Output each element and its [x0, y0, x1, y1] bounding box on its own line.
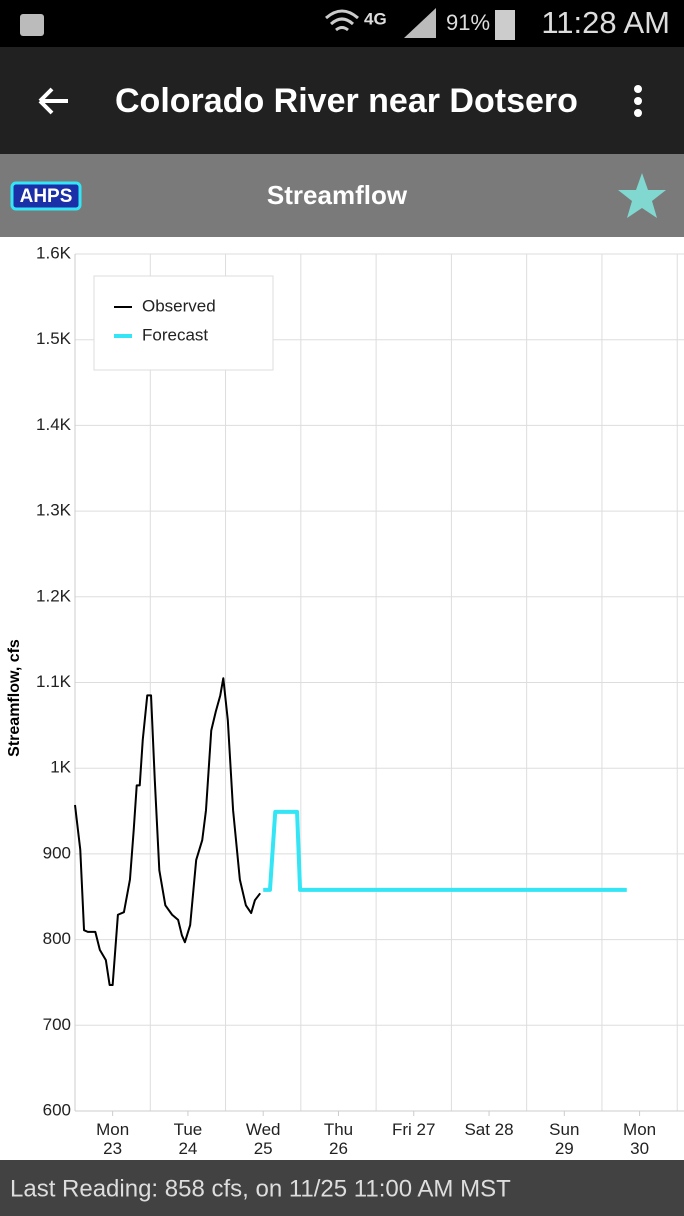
- y-tick-label: 1.4K: [36, 415, 72, 434]
- notification-icon: [20, 14, 44, 36]
- x-tick-label: Fri 27: [392, 1120, 436, 1139]
- y-tick-label: 700: [43, 1015, 71, 1034]
- y-tick-label: 900: [43, 843, 71, 862]
- legend-box: [93, 275, 274, 371]
- y-tick-label: 600: [43, 1100, 71, 1119]
- battery-level: 91%: [446, 10, 490, 35]
- x-tick-label: Wed 25: [245, 1120, 281, 1158]
- series-line: [263, 809, 627, 892]
- y-axis-label: Streamflow, cfs: [6, 639, 23, 757]
- y-tick-label: 1.1K: [36, 672, 72, 691]
- x-tick-label: Sun 29: [549, 1120, 580, 1158]
- app-title: Colorado River near Dotsero: [115, 82, 578, 120]
- signal-icon: [404, 8, 436, 38]
- y-tick-label: 1.5K: [36, 329, 72, 348]
- sub-header-title: Streamflow: [267, 180, 408, 210]
- ahps-badge[interactable]: [10, 181, 82, 211]
- footer-text: Last Reading: 858 cfs, on 11/25 11:00 AM…: [10, 1175, 511, 1202]
- x-tick-label: Sat 28: [464, 1120, 514, 1139]
- network-type: 4G: [364, 9, 387, 28]
- y-tick-label: 800: [43, 929, 71, 948]
- x-tick-label: Tue 24: [173, 1120, 203, 1158]
- clock: 11:28 AM: [541, 5, 670, 40]
- series-line: [74, 677, 261, 987]
- legend-label: Forecast: [142, 325, 208, 344]
- back-button[interactable]: [38, 87, 68, 115]
- y-tick-label: 1.2K: [36, 586, 72, 605]
- wifi-icon: [325, 9, 359, 32]
- menu-button[interactable]: [634, 85, 642, 117]
- favorite-star[interactable]: [618, 173, 666, 218]
- app-bar: [0, 47, 684, 154]
- y-tick-label: 1K: [50, 758, 71, 777]
- y-tick-label: 1.6K: [36, 243, 72, 262]
- footer: [0, 1160, 684, 1216]
- x-tick-label: Mon 30: [623, 1120, 657, 1158]
- battery-icon: [495, 10, 515, 40]
- chart-area: [0, 237, 684, 1160]
- legend-label: Observed: [142, 296, 216, 315]
- x-tick-label: Thu 26: [323, 1120, 354, 1158]
- y-tick-label: 1.3K: [36, 501, 72, 520]
- sub-header: [0, 154, 684, 237]
- x-tick-label: Mon 23: [96, 1120, 130, 1158]
- status-bar: [0, 0, 684, 47]
- ahps-badge-text: AHPS: [20, 186, 73, 207]
